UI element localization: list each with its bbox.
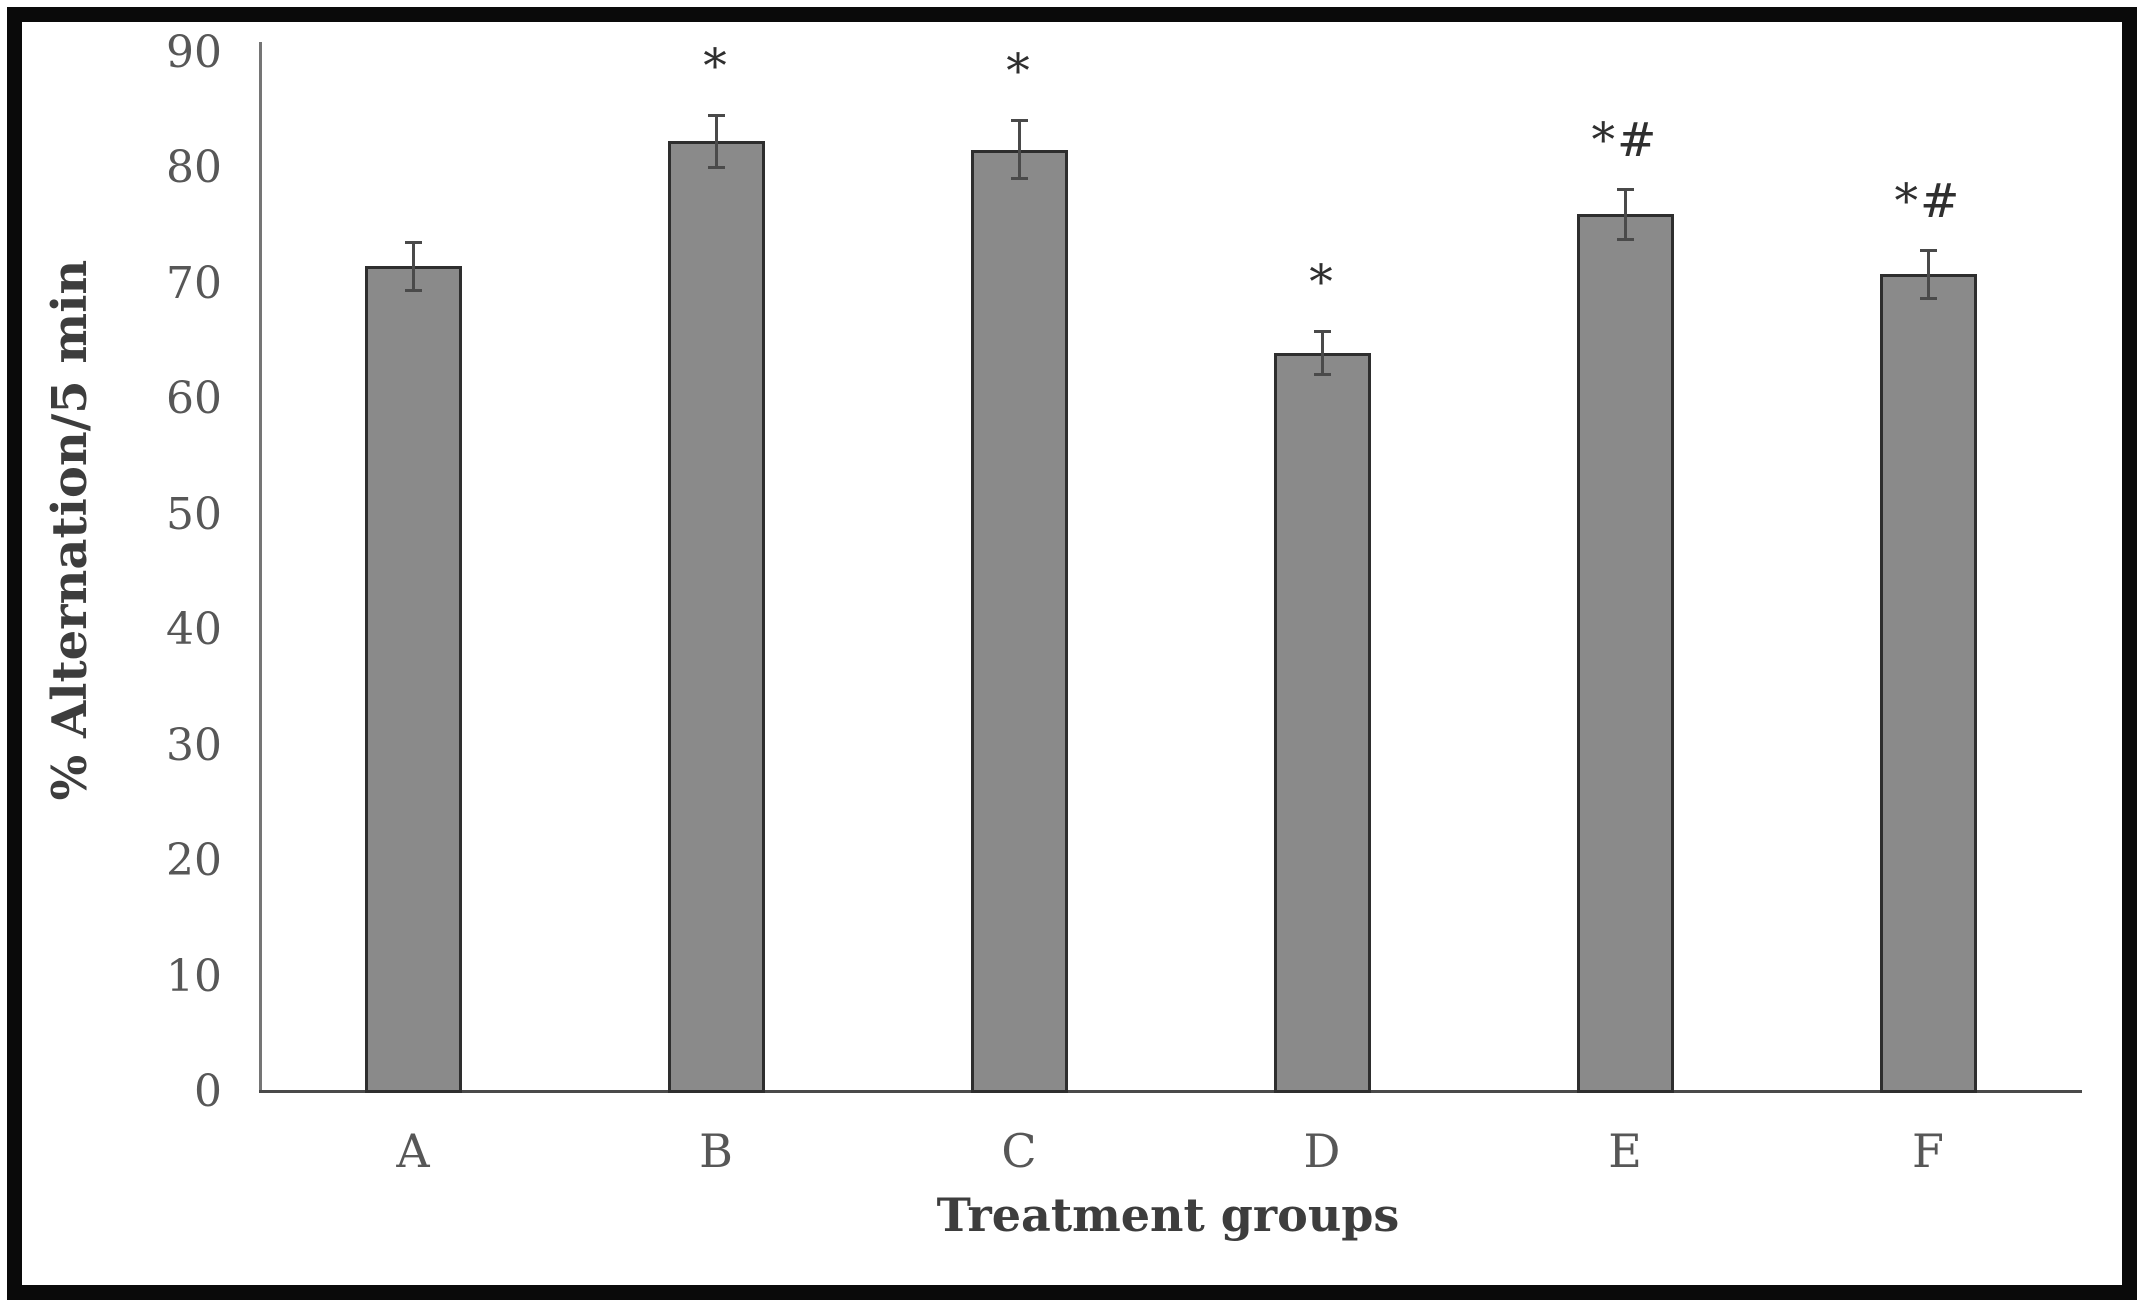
x-tick-label-E: E: [1608, 1124, 1642, 1178]
significance-marker-C: *: [1006, 44, 1032, 100]
y-tick-label: 50: [166, 488, 222, 540]
error-cap-top-E: [1616, 187, 1634, 191]
error-cap-bottom-F: [1919, 296, 1937, 300]
error-bar-D: [1320, 329, 1324, 376]
x-tick-label-B: B: [699, 1124, 733, 1178]
error-cap-bottom-C: [1010, 176, 1028, 180]
x-axis-title: Treatment groups: [936, 1188, 1400, 1242]
bar-A: [364, 266, 462, 1093]
x-tick-label-A: A: [396, 1124, 430, 1178]
y-axis-line: [259, 42, 262, 1092]
bar-B: [667, 141, 765, 1093]
x-axis-line: [259, 1090, 2082, 1093]
error-cap-top-D: [1313, 329, 1331, 333]
error-cap-top-C: [1010, 119, 1028, 123]
error-cap-bottom-E: [1616, 237, 1634, 241]
error-cap-top-B: [707, 113, 725, 117]
bar-F: [1879, 274, 1977, 1093]
y-tick-label: 80: [166, 142, 222, 193]
y-tick-label: 60: [166, 373, 222, 424]
error-bar-B: [714, 113, 718, 170]
y-tick-label: 90: [166, 26, 222, 78]
y-tick-label: 30: [166, 719, 222, 771]
error-cap-bottom-A: [404, 288, 422, 292]
y-tick-label: 40: [166, 604, 222, 655]
y-tick-label: 70: [166, 257, 222, 309]
y-tick-label: 0: [194, 1066, 222, 1117]
significance-marker-D: *: [1309, 254, 1335, 310]
figure-frame: 0 10 20 30 40 50 60 70 80 90 A * B * C * D *# E *# F % Alte…: [7, 7, 2137, 1300]
x-tick-label-F: F: [1912, 1124, 1944, 1178]
error-cap-bottom-D: [1313, 372, 1331, 376]
x-tick-label-D: D: [1303, 1124, 1341, 1178]
significance-marker-E: *#: [1591, 112, 1659, 168]
error-cap-top-A: [404, 240, 422, 244]
error-bar-A: [411, 240, 415, 292]
error-cap-bottom-B: [707, 166, 725, 170]
x-tick-label-C: C: [1001, 1124, 1037, 1178]
significance-marker-B: *: [703, 38, 729, 94]
error-bar-F: [1926, 248, 1930, 300]
y-axis-title: % Alternation/5 min: [42, 259, 98, 801]
bar-E: [1576, 214, 1674, 1093]
bar-D: [1273, 352, 1371, 1093]
bar-C: [970, 149, 1068, 1093]
error-bar-E: [1623, 187, 1627, 241]
error-cap-top-F: [1919, 248, 1937, 252]
significance-marker-F: *#: [1894, 173, 1962, 229]
error-bar-C: [1017, 119, 1021, 180]
y-tick-label: 10: [166, 950, 222, 1002]
y-tick-label: 20: [166, 835, 222, 886]
